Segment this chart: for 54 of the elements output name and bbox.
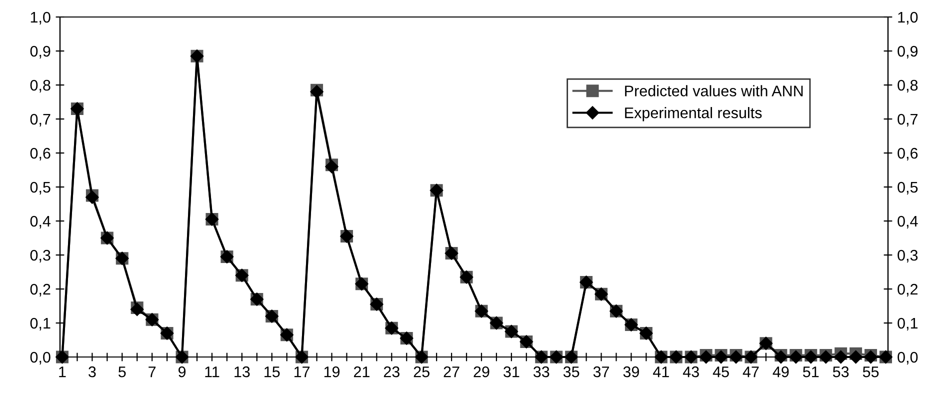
y-tick-label: 0,0 — [30, 352, 50, 364]
y-tick-label: 0,2 — [30, 284, 50, 296]
y-tick-label: 0,6 — [30, 148, 50, 160]
x-tick-label: 41 — [653, 366, 669, 378]
x-tick-label: 9 — [178, 366, 186, 378]
x-tick-label: 51 — [803, 366, 819, 378]
y-tick-label: 0,7 — [30, 114, 50, 126]
x-tick-label: 21 — [354, 366, 370, 378]
x-tick-label: 23 — [384, 366, 400, 378]
x-tick-label: 33 — [533, 366, 550, 378]
legend-label: Predicted values with ANN — [625, 85, 803, 96]
y2-tick-label: 0,7 — [898, 114, 918, 126]
x-tick-label: 13 — [234, 366, 250, 378]
y-tick-label: 0,1 — [30, 318, 50, 330]
x-tick-label: 39 — [623, 366, 639, 378]
x-tick-label: 35 — [563, 366, 580, 378]
x-tick-label: 43 — [682, 366, 699, 378]
y-tick-label: 0,4 — [30, 216, 51, 228]
x-tick-label: 53 — [832, 366, 849, 378]
y2-tick-label: 0,9 — [898, 46, 918, 58]
y2-tick-label: 0,8 — [898, 80, 918, 92]
y2-tick-label: 0,1 — [898, 318, 918, 330]
x-tick-label: 7 — [148, 366, 156, 378]
x-tick-label: 49 — [772, 366, 789, 378]
x-tick-label: 17 — [294, 366, 310, 378]
x-tick-label: 27 — [444, 366, 460, 378]
point — [834, 350, 848, 364]
x-tick-label: 37 — [593, 366, 609, 378]
x-tick-label: 1 — [59, 366, 66, 378]
x-tick-label: 3 — [88, 366, 96, 378]
legend-label: Experimental results — [625, 107, 762, 122]
y-tick-label: 0,3 — [30, 250, 50, 262]
x-tick-label: 15 — [264, 366, 280, 378]
y-tick-label: 0,8 — [30, 80, 50, 92]
y2-tick-label: 0,6 — [898, 148, 918, 160]
x-tick-label: 5 — [118, 366, 126, 378]
y2-tick-label: 0,3 — [898, 250, 918, 262]
x-tick-label: 45 — [712, 366, 729, 378]
x-tick-label: 31 — [504, 366, 520, 378]
y2-tick-label: 1,0 — [898, 12, 918, 24]
x-tick-label: 25 — [414, 366, 430, 378]
x-tick-label: 19 — [324, 366, 340, 378]
y2-tick-label: 0,2 — [898, 284, 918, 296]
y2-tick-label: 0,4 — [898, 216, 918, 228]
y-tick-label: 1,0 — [30, 12, 50, 24]
x-tick-label: 47 — [742, 366, 759, 378]
x-tick-label: 29 — [474, 366, 490, 378]
point — [849, 350, 862, 364]
x-tick-label: 55 — [862, 366, 879, 378]
y-tick-label: 0,9 — [30, 46, 50, 58]
x-tick-label: 11 — [205, 366, 220, 378]
y-tick-label: 0,5 — [30, 182, 50, 194]
y2-tick-label: 0,0 — [898, 352, 918, 364]
y2-tick-label: 0,5 — [898, 182, 918, 194]
